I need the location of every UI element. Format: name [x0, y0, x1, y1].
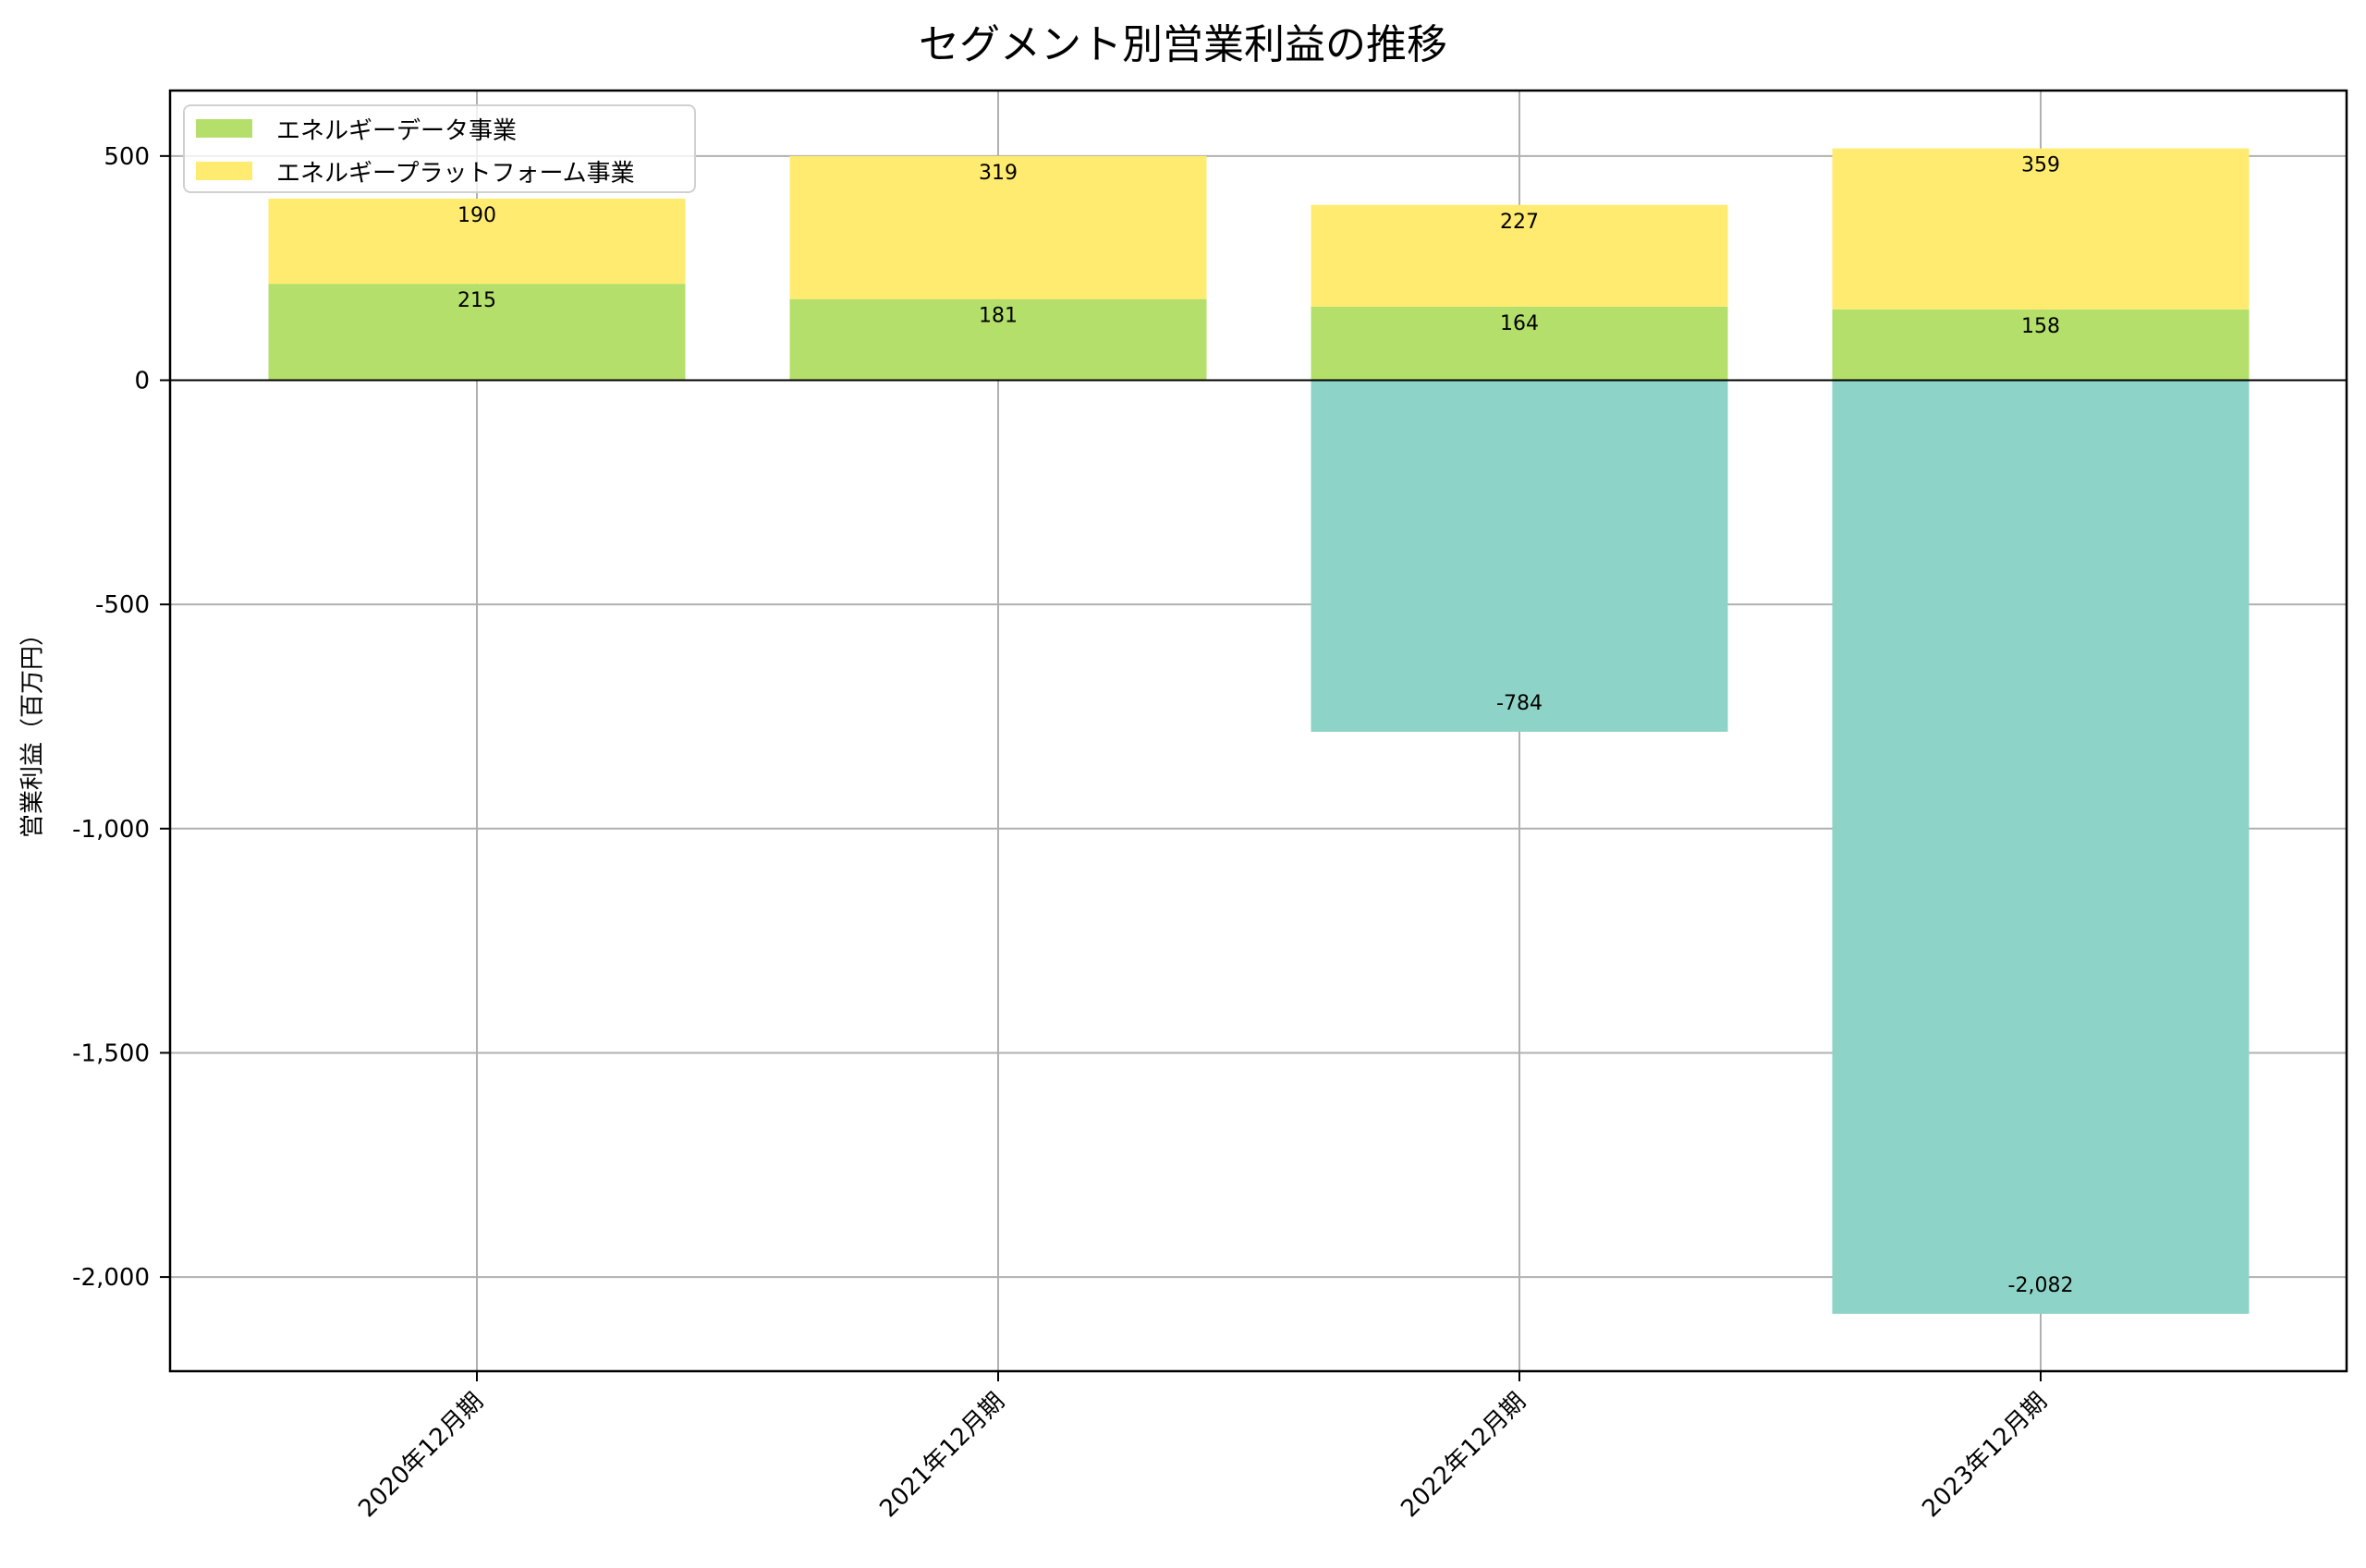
bar-segment	[1311, 306, 1728, 381]
x-tick-label: 2020年12月期	[353, 1388, 489, 1524]
bar-value-label: -2,082	[2008, 1274, 2074, 1297]
bar-segment	[1832, 380, 2250, 1314]
bars	[268, 148, 2250, 1314]
legend-swatch-yellow	[196, 162, 252, 180]
bar-value-label: 190	[457, 204, 496, 227]
legend-item-energy-data: エネルギーデータ事業	[196, 115, 517, 145]
bar-value-labels: 215 190 181 319 164 227 -784 158 359 -2,082	[457, 154, 2073, 1297]
bar-segment	[268, 198, 686, 285]
bar-segment	[1311, 204, 1728, 307]
x-axis-ticks: 2020年12月期 2021年12月期 2022年12月期 2023年12月期	[353, 1371, 2053, 1523]
bar-segment	[789, 155, 1207, 299]
plot-frame	[168, 89, 2348, 1373]
bar-value-label: 164	[1500, 312, 1539, 335]
bar-value-label: 158	[2021, 315, 2060, 338]
bar-value-label: 215	[457, 289, 496, 312]
bar-segment	[789, 298, 1207, 381]
axes-frame	[168, 89, 2348, 1373]
y-tick-label: -2,000	[72, 1264, 150, 1292]
y-tick-label: -1,500	[72, 1039, 150, 1067]
bar-segment	[268, 284, 686, 381]
y-axis-ticks: 500 0 -500 -1,000 -1,500 -2,000	[72, 143, 170, 1292]
legend-label: エネルギーデータ事業	[276, 116, 518, 145]
bar-value-label: 181	[979, 305, 1018, 328]
legend-item-energy-platform: エネルギープラットフォーム事業	[196, 157, 635, 188]
y-axis-label: 営業利益（百万円）	[18, 621, 47, 839]
bar-value-label: 319	[979, 162, 1018, 185]
bar-value-label: 359	[2021, 154, 2060, 177]
y-tick-label: -1,000	[72, 816, 150, 844]
x-tick-label: 2023年12月期	[1917, 1388, 2053, 1524]
x-tick-label: 2022年12月期	[1396, 1388, 1531, 1524]
bar-segment	[1832, 309, 2250, 381]
x-tick-label: 2021年12月期	[874, 1388, 1010, 1524]
y-tick-label: 0	[134, 368, 150, 395]
y-tick-label: -500	[95, 591, 150, 619]
chart-title: セグメント別営業利益の推移	[919, 21, 1447, 68]
legend-swatch-green	[196, 119, 252, 138]
legend: エネルギーデータ事業 エネルギープラットフォーム事業	[183, 104, 696, 193]
bar-value-label: -784	[1496, 692, 1543, 715]
legend-label: エネルギープラットフォーム事業	[276, 159, 635, 188]
bar-value-label: 227	[1500, 211, 1539, 234]
bar-segment	[1832, 148, 2250, 310]
bar-segment	[1311, 380, 1728, 732]
y-tick-label: 500	[104, 143, 150, 171]
